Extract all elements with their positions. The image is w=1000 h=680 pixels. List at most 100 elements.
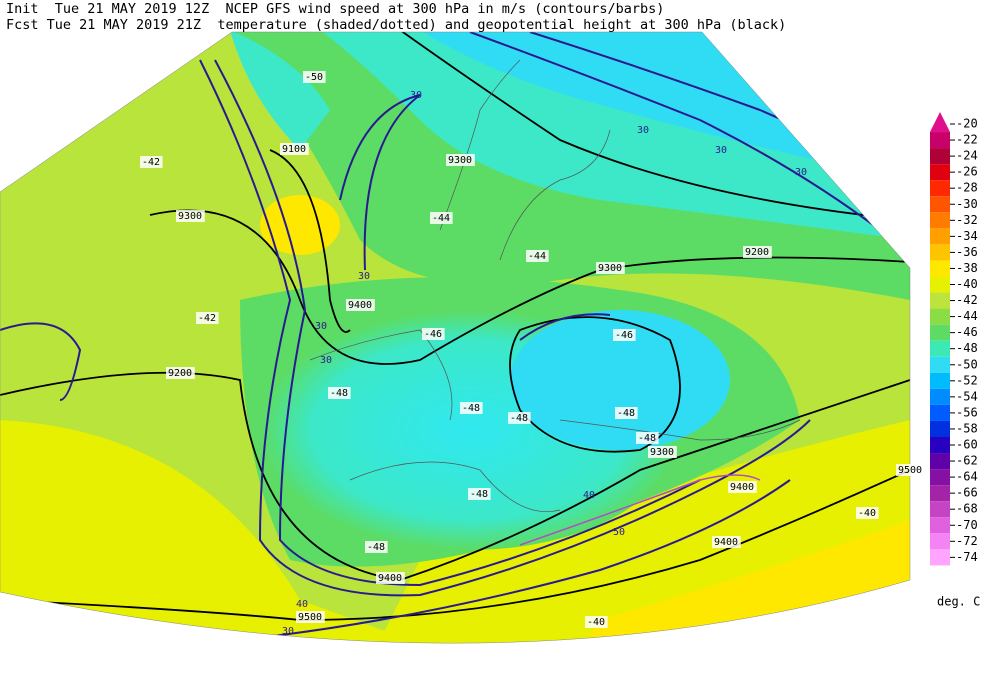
legend-swatch [930,437,950,454]
legend-swatch [930,404,950,421]
label-box [365,541,388,553]
map [0,32,910,644]
legend-swatch [930,212,950,229]
label-box [636,432,659,444]
legend-swatch [930,260,950,277]
label-box [446,154,475,166]
legend-swatch [930,148,950,165]
legend-swatch [930,453,950,470]
legend-label: -30 [956,197,978,211]
label-box [376,572,405,584]
wind-label: 30 [358,271,370,282]
legend-swatch [930,469,950,486]
wind-contours [0,32,910,641]
label-box [526,250,549,262]
legend-label: -32 [956,213,978,227]
map-label: -40 [858,508,876,519]
label-box [422,328,445,340]
wind-label: 40 [296,599,308,610]
legend-label: -44 [956,309,978,323]
legend-label: -58 [956,421,978,435]
label-box [140,156,163,168]
legend-swatch [930,372,950,389]
legend-swatch [930,132,950,149]
legend-unit: deg. C [937,595,980,609]
map-label: 9400 [714,537,738,548]
legend-swatch [930,112,950,132]
legend-label: -56 [956,405,978,419]
fcst-line: Fcst Tue 21 MAY 2019 21Z temperature (sh… [6,17,786,33]
label-box [328,387,351,399]
legend-swatch [930,308,950,325]
legend-label: -40 [956,277,978,291]
map-label: 9200 [745,247,769,258]
legend-swatch [930,549,950,566]
legend-swatch [930,244,950,261]
legend-label: -48 [956,341,978,355]
legend-swatch [930,356,950,373]
legend-swatch [930,324,950,341]
legend-swatch [930,292,950,309]
label-box [856,507,879,519]
map-frame [0,31,911,644]
map-label: 9500 [298,612,322,623]
map-label: -48 [470,489,488,500]
map-label: -50 [305,72,323,83]
legend-swatch [930,196,950,213]
label-box [596,262,625,274]
map-label: 9300 [650,447,674,458]
legend-label: -26 [956,165,978,179]
legend-swatch [930,533,950,550]
label-box [508,412,531,424]
wind-label: 30 [320,355,332,366]
legend-swatch [930,340,950,357]
legend-label: -36 [956,245,978,259]
legend-label: -54 [956,389,978,403]
legend-label: -72 [956,534,978,548]
legend-swatch [930,485,950,502]
label-box [896,464,925,476]
legend-swatch [930,501,950,518]
map-label: -48 [367,542,385,553]
map-label: 9100 [282,144,306,155]
legend-swatch [930,164,950,181]
legend-label: -64 [956,470,978,484]
map-label: -44 [432,213,450,224]
legend-label: -52 [956,373,978,387]
wind-contours-strong [519,474,761,546]
map-label: -48 [617,408,635,419]
legend-label: -62 [956,454,978,468]
label-box [303,71,326,83]
wind-label: 30 [715,145,727,156]
label-box [585,616,608,628]
wind-label: 30 [637,125,649,136]
legend-label: -70 [956,518,978,532]
legend-label: -74 [956,550,978,564]
map-label: -46 [615,330,633,341]
map-label: -44 [528,251,546,262]
wind-label: 40 [583,490,595,501]
legend-label: -34 [956,229,978,243]
map-label: -42 [142,157,160,168]
legend-swatch [930,517,950,534]
map-label: -42 [198,313,216,324]
map-label: 9300 [178,211,202,222]
label-box [430,212,453,224]
label-box [648,446,677,458]
label-box [468,488,491,500]
legend-swatch [930,228,950,245]
map-label: 9300 [448,155,472,166]
label-box [280,143,309,155]
label-box [166,367,195,379]
label-box [615,407,638,419]
legend-label: -66 [956,486,978,500]
legend-label: -28 [956,181,978,195]
wind-label: 30 [282,626,294,637]
wind-label: 30 [795,167,807,178]
legend-swatch [930,420,950,437]
map-label: 9400 [378,573,402,584]
legend-label: -46 [956,325,978,339]
map-labels: 9100 9300 9300 9300 9200 9400 9200 9300 9400 9400… [140,71,925,637]
label-box [196,312,219,324]
